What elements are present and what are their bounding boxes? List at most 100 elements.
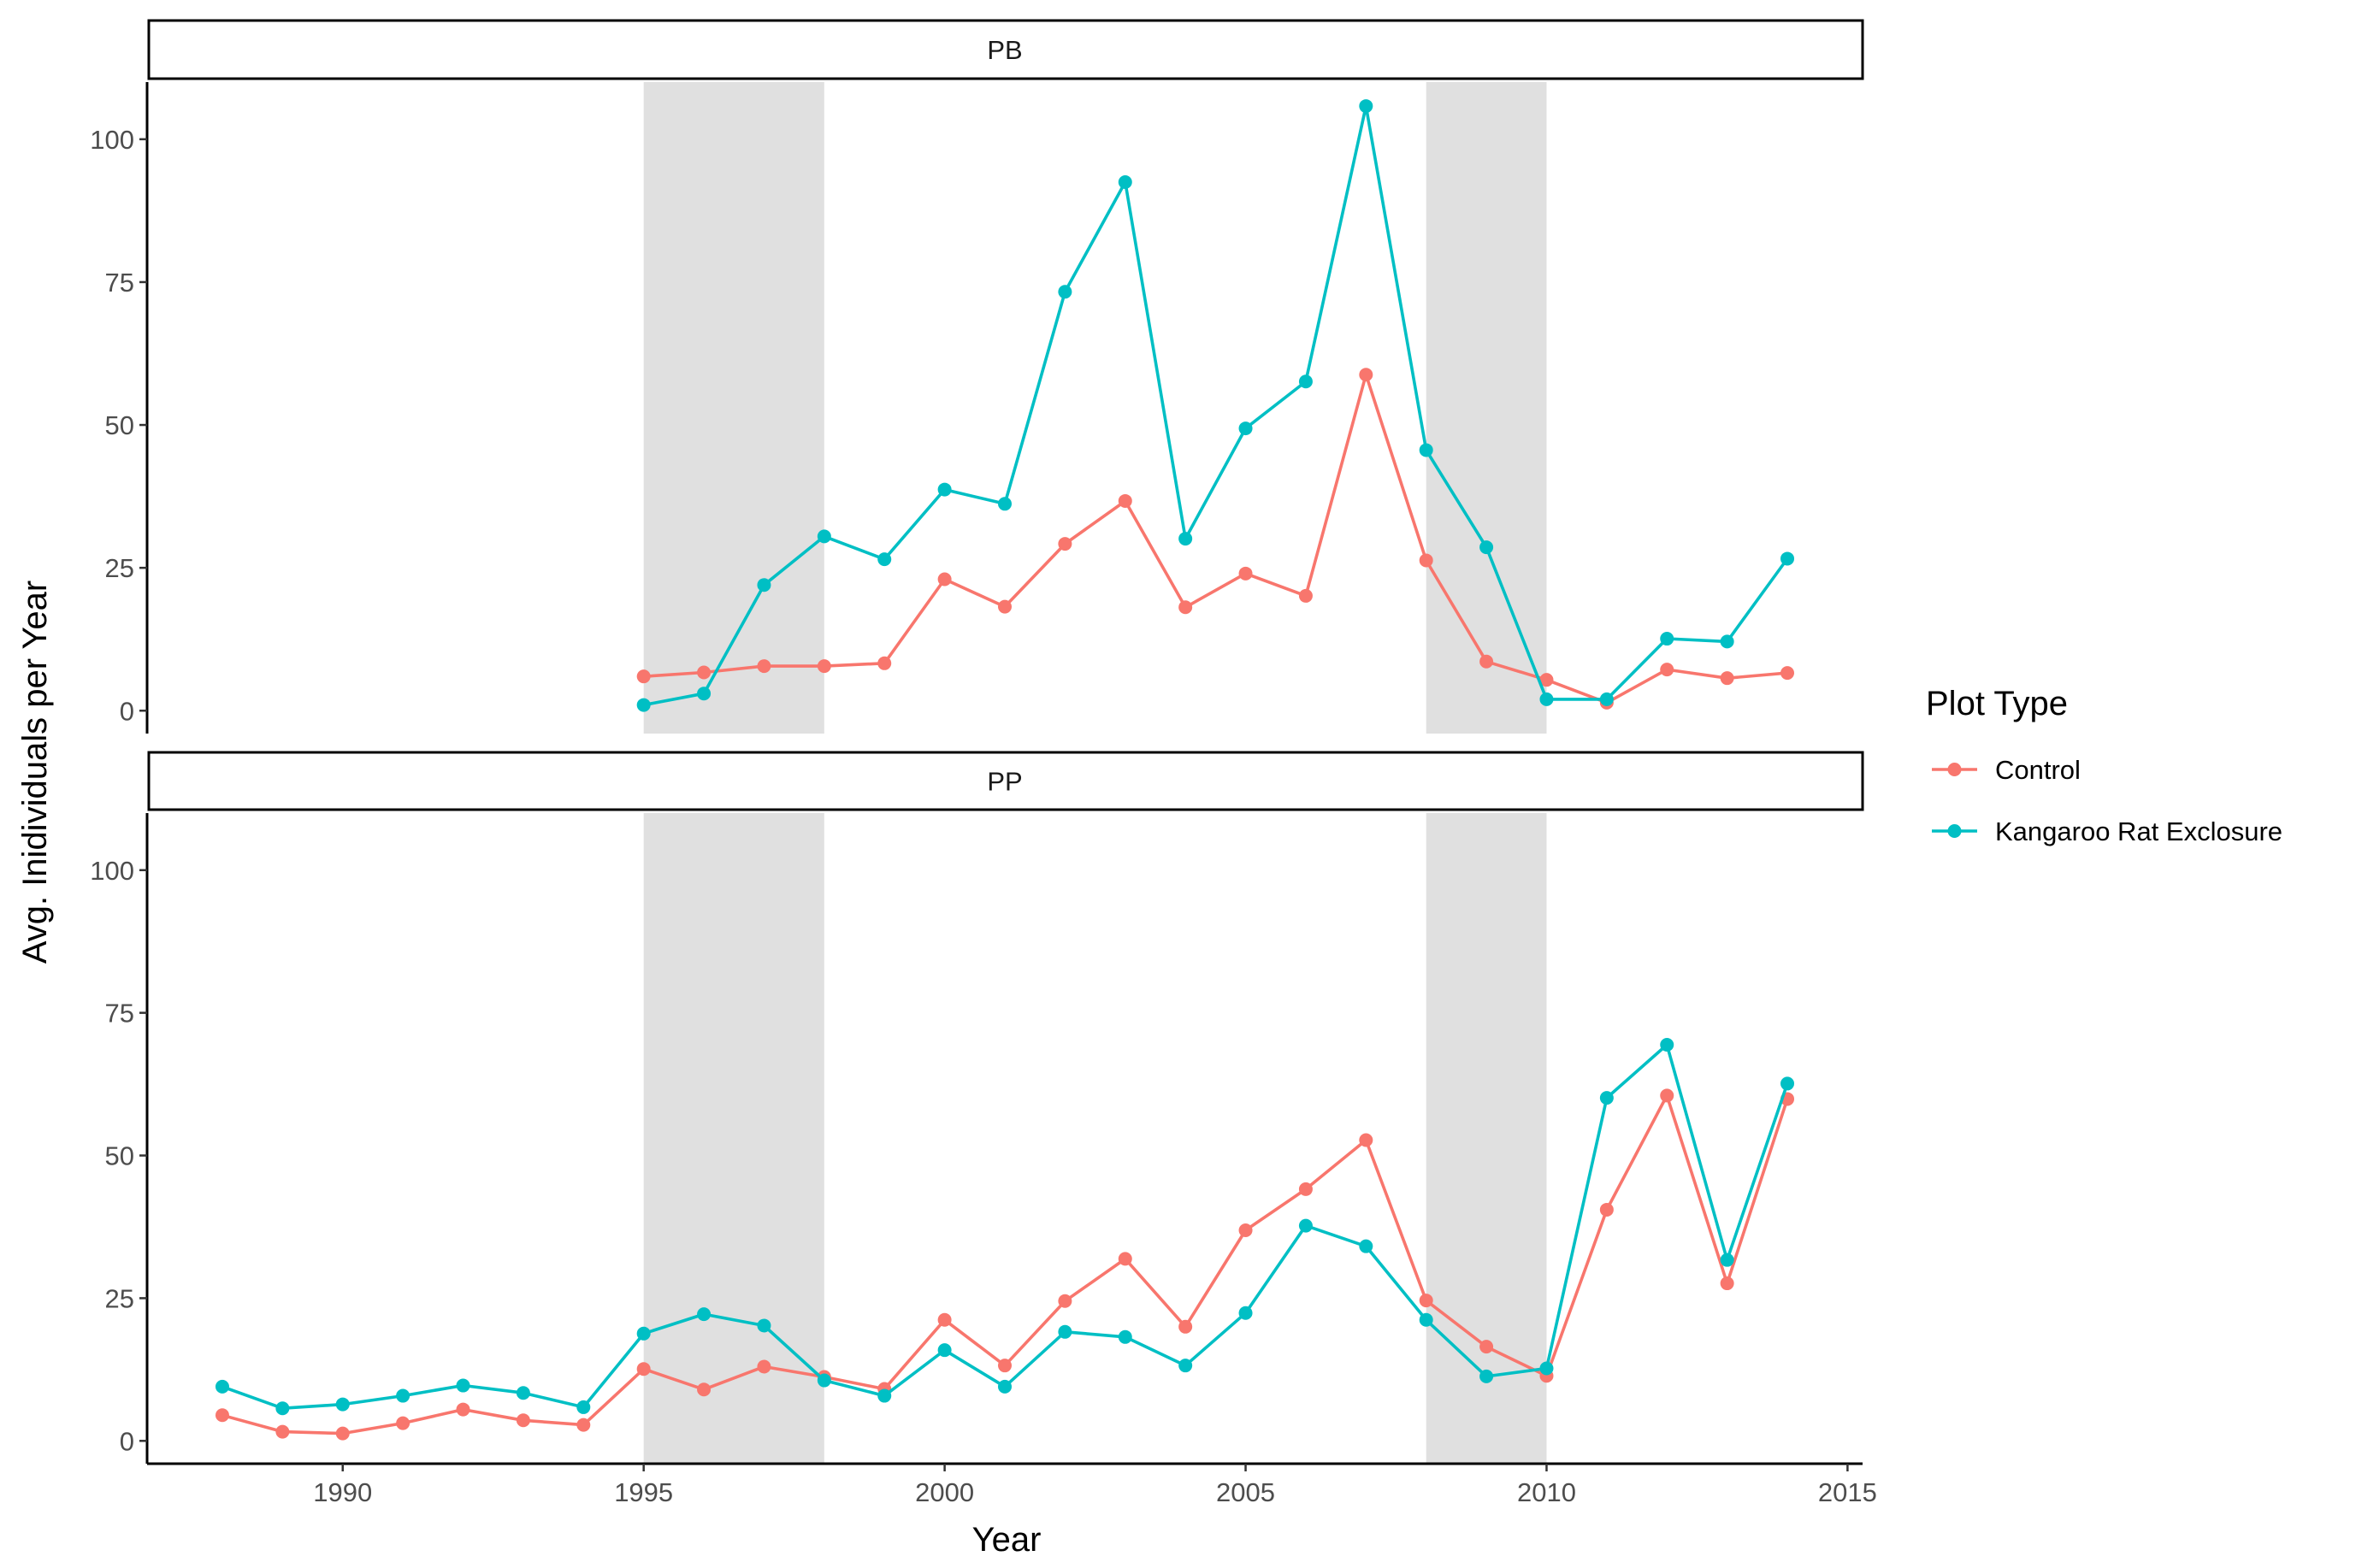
- shaded-period-2-pb: [1426, 82, 1547, 734]
- strip-pp: [147, 751, 1864, 811]
- data-point-kangaroo-rat-exclosure-2007-pb: [1359, 99, 1373, 114]
- series-line-kangaroo-rat-exclosure-pb: [643, 104, 1789, 707]
- data-point-kangaroo-rat-exclosure-1988-pp: [215, 1379, 229, 1394]
- data-point-kangaroo-rat-exclosure-1997-pp: [757, 1318, 771, 1333]
- data-point-kangaroo-rat-exclosure-2012-pp: [1660, 1038, 1674, 1052]
- y-tick-label-100-pp: 100: [90, 856, 134, 886]
- x-tick-label-2015: 2015: [1818, 1477, 1877, 1507]
- series-line-kangaroo-rat-exclosure-pp: [221, 1043, 1789, 1410]
- data-point-kangaroo-rat-exclosure-1996-pb: [697, 687, 712, 701]
- data-point-control-2010-pb: [1539, 673, 1554, 687]
- data-point-control-2006-pp: [1298, 1182, 1313, 1196]
- data-point-control-1993-pp: [516, 1413, 530, 1428]
- data-point-kangaroo-rat-exclosure-2010-pb: [1539, 692, 1554, 706]
- data-point-control-1989-pp: [275, 1424, 290, 1439]
- data-point-control-2009-pp: [1479, 1340, 1494, 1354]
- shaded-period-2-pp: [1426, 813, 1547, 1464]
- data-point-control-2011-pp: [1599, 1202, 1614, 1217]
- data-point-kangaroo-rat-exclosure-1997-pb: [757, 578, 771, 592]
- data-point-kangaroo-rat-exclosure-2009-pb: [1479, 540, 1494, 555]
- data-point-kangaroo-rat-exclosure-2010-pp: [1539, 1361, 1554, 1376]
- shaded-period-1-pb: [643, 82, 824, 734]
- data-point-kangaroo-rat-exclosure-2000-pb: [937, 482, 952, 497]
- data-point-control-2008-pb: [1419, 553, 1433, 568]
- data-point-control-2008-pp: [1419, 1294, 1433, 1308]
- legend-entry-kangaroo-rat-exclosure: Kangaroo Rat Exclosure: [1932, 816, 2282, 846]
- data-point-control-1998-pb: [817, 659, 831, 674]
- data-point-kangaroo-rat-exclosure-2011-pb: [1599, 692, 1614, 706]
- data-point-kangaroo-rat-exclosure-1989-pp: [275, 1401, 290, 1416]
- data-point-control-2012-pp: [1660, 1088, 1674, 1103]
- data-point-kangaroo-rat-exclosure-2009-pp: [1479, 1369, 1494, 1383]
- data-point-control-2001-pb: [998, 599, 1012, 614]
- y-tick-label-25-pb: 25: [105, 553, 134, 583]
- data-point-kangaroo-rat-exclosure-2008-pb: [1419, 443, 1433, 457]
- data-point-control-2012-pb: [1660, 663, 1674, 677]
- data-point-kangaroo-rat-exclosure-1996-pp: [697, 1307, 712, 1322]
- legend-entry-control: Control: [1932, 755, 2081, 785]
- data-point-control-1992-pp: [456, 1402, 470, 1417]
- strip-label-pb: PB: [987, 35, 1022, 65]
- x-tick-label-2005: 2005: [1216, 1477, 1275, 1507]
- data-point-control-2005-pp: [1238, 1223, 1253, 1237]
- data-point-control-1991-pp: [396, 1416, 410, 1430]
- data-point-control-2013-pp: [1720, 1276, 1734, 1291]
- x-tick-label-1990: 1990: [313, 1477, 372, 1507]
- data-point-control-2009-pb: [1479, 654, 1494, 669]
- data-point-kangaroo-rat-exclosure-1998-pb: [817, 529, 831, 544]
- data-point-control-2007-pb: [1359, 368, 1373, 382]
- data-point-kangaroo-rat-exclosure-1994-pp: [576, 1400, 591, 1414]
- legend-label-kangaroo-rat-exclosure: Kangaroo Rat Exclosure: [1995, 816, 2282, 846]
- data-point-kangaroo-rat-exclosure-1991-pp: [396, 1388, 410, 1403]
- data-point-kangaroo-rat-exclosure-2006-pp: [1298, 1218, 1313, 1233]
- data-point-kangaroo-rat-exclosure-2000-pp: [937, 1343, 952, 1358]
- y-tick-label-75-pp: 75: [105, 999, 134, 1029]
- data-point-control-1988-pp: [215, 1408, 229, 1423]
- data-point-kangaroo-rat-exclosure-2004-pb: [1178, 532, 1193, 546]
- legend-key-point-kangaroo-rat-exclosure: [1947, 824, 1962, 838]
- legend-key-point-control: [1947, 763, 1962, 776]
- data-point-kangaroo-rat-exclosure-1993-pp: [516, 1386, 530, 1400]
- data-point-control-2004-pp: [1178, 1319, 1193, 1334]
- data-point-control-2000-pp: [937, 1312, 952, 1327]
- data-point-kangaroo-rat-exclosure-2014-pp: [1780, 1076, 1795, 1091]
- data-point-kangaroo-rat-exclosure-1992-pp: [456, 1378, 470, 1393]
- x-axis-title: Year: [972, 1521, 1042, 1559]
- data-point-kangaroo-rat-exclosure-2002-pb: [1058, 285, 1072, 299]
- data-point-kangaroo-rat-exclosure-2014-pb: [1780, 551, 1795, 566]
- strip-pb: [147, 19, 1864, 80]
- strip-label-pp: PP: [987, 767, 1022, 797]
- y-tick-label-50-pb: 50: [105, 410, 134, 440]
- data-point-control-1996-pp: [697, 1382, 712, 1397]
- data-point-control-2002-pb: [1058, 537, 1072, 551]
- data-point-kangaroo-rat-exclosure-2001-pb: [998, 497, 1012, 511]
- data-point-kangaroo-rat-exclosure-2004-pp: [1178, 1359, 1193, 1373]
- legend-label-control: Control: [1995, 755, 2081, 785]
- data-point-kangaroo-rat-exclosure-2013-pp: [1720, 1253, 1734, 1267]
- data-point-control-1997-pp: [757, 1359, 771, 1374]
- data-point-control-2005-pb: [1238, 566, 1253, 581]
- data-point-kangaroo-rat-exclosure-2011-pp: [1599, 1091, 1614, 1105]
- y-tick-label-50-pp: 50: [105, 1141, 134, 1171]
- data-point-control-1995-pb: [636, 669, 651, 684]
- data-point-kangaroo-rat-exclosure-2002-pp: [1058, 1324, 1072, 1339]
- data-point-kangaroo-rat-exclosure-1995-pb: [636, 698, 651, 712]
- data-point-control-2002-pp: [1058, 1294, 1072, 1308]
- data-point-kangaroo-rat-exclosure-2005-pp: [1238, 1306, 1253, 1320]
- data-point-control-1999-pb: [877, 656, 892, 670]
- data-point-control-1994-pp: [576, 1418, 591, 1432]
- data-point-control-2014-pb: [1780, 666, 1795, 681]
- data-point-kangaroo-rat-exclosure-2003-pb: [1118, 174, 1132, 189]
- data-point-kangaroo-rat-exclosure-1999-pb: [877, 552, 892, 567]
- data-point-control-2003-pb: [1118, 493, 1132, 508]
- data-point-control-2001-pp: [998, 1359, 1012, 1373]
- panel-pb: PB 0 25 50 75 100: [90, 19, 1864, 734]
- x-tick-label-1995: 1995: [614, 1477, 673, 1507]
- shaded-period-1-pp: [643, 813, 824, 1464]
- x-tick-label-2010: 2010: [1517, 1477, 1576, 1507]
- y-tick-label-0-pb: 0: [120, 696, 134, 726]
- data-point-kangaroo-rat-exclosure-2012-pb: [1660, 632, 1674, 646]
- data-point-kangaroo-rat-exclosure-2007-pp: [1359, 1239, 1373, 1253]
- data-point-kangaroo-rat-exclosure-1998-pp: [817, 1373, 831, 1388]
